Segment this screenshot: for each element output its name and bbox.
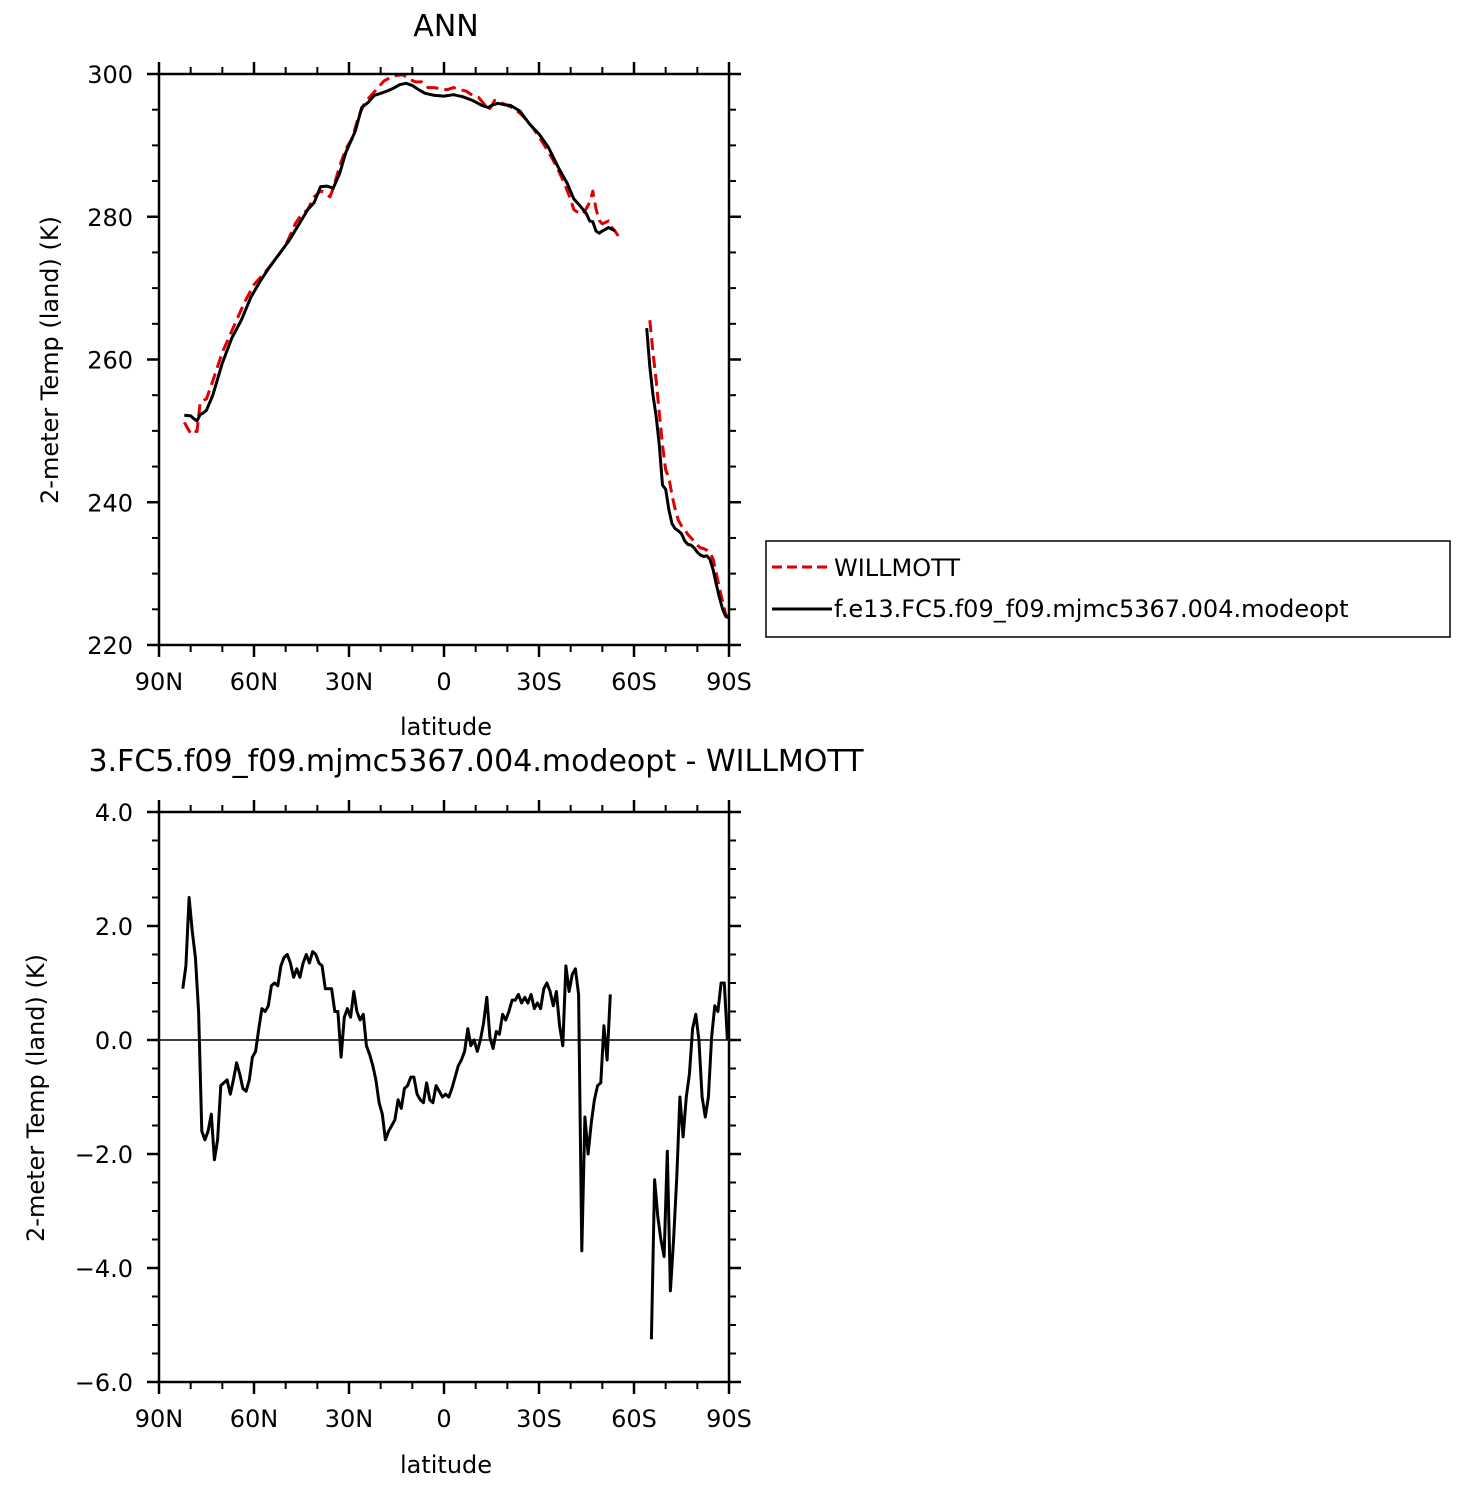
- bottom-panel-x-axis-label: latitude: [400, 1451, 492, 1479]
- legend-label-willmott: WILLMOTT: [834, 554, 960, 582]
- y-tick-label: 300: [87, 61, 133, 89]
- bottom-panel-y-axis-label: 2-meter Temp (land) (K): [22, 954, 50, 1242]
- y-tick-label: 2.0: [95, 913, 133, 941]
- top-panel: ANN 90N 60N 30N 0 30S 60S 90S 220240260280300 …: [36, 9, 752, 741]
- top-panel-series-layer: [182, 73, 730, 620]
- top-panel-x-axis-label: latitude: [400, 713, 492, 741]
- series-difference-segment-1: [181, 896, 612, 1253]
- y-tick-label: 280: [87, 204, 133, 232]
- x-tick-label: 90S: [706, 1405, 752, 1433]
- x-tick-label: 90S: [706, 668, 752, 696]
- x-tick-label: 60N: [230, 668, 279, 696]
- x-tick-label: 30S: [516, 1405, 562, 1433]
- series-f-e13-fc5-f09-f09-mjmc5367-004-modeopt-segment-1: [184, 81, 616, 423]
- legend: WILLMOTT f.e13.FC5.f09_f09.mjmc5367.004.…: [765, 540, 1451, 638]
- legend-box: [765, 540, 1451, 638]
- bottom-panel-series-layer: [181, 896, 729, 1340]
- legend-label-model: f.e13.FC5.f09_f09.mjmc5367.004.modeopt: [834, 595, 1349, 623]
- bottom-panel: 3.FC5.f09_f09.mjmc5367.004.modeopt - WIL…: [22, 744, 864, 1479]
- x-tick-label: 60S: [611, 668, 657, 696]
- y-tick-label: −2.0: [75, 1141, 133, 1169]
- x-tick-label: 0: [436, 1405, 451, 1433]
- y-tick-label: −6.0: [75, 1369, 133, 1397]
- x-tick-label: 90N: [135, 668, 184, 696]
- series-willmott-segment-2: [648, 320, 730, 618]
- y-tick-label: −4.0: [75, 1255, 133, 1283]
- top-panel-frame: [157, 72, 731, 647]
- x-tick-label: 30N: [325, 668, 374, 696]
- x-tick-label: 90N: [135, 1405, 184, 1433]
- bottom-panel-x-ticks: 90N 60N 30N 0 30S 60S 90S: [135, 800, 752, 1433]
- x-tick-label: 30N: [325, 1405, 374, 1433]
- series-difference-segment-2: [649, 981, 729, 1340]
- series-f-e13-fc5-f09-f09-mjmc5367-004-modeopt-segment-2: [645, 327, 730, 620]
- y-tick-label: 220: [87, 632, 133, 660]
- x-tick-label: 60S: [611, 1405, 657, 1433]
- top-panel-title: ANN: [413, 9, 478, 44]
- top-panel-y-ticks: 220 240 260 280 300: [87, 61, 741, 660]
- y-tick-label: 240: [87, 489, 133, 517]
- series-willmott-segment-1: [182, 73, 620, 436]
- bottom-panel-title: 3.FC5.f09_f09.mjmc5367.004.modeopt - WIL…: [88, 744, 864, 779]
- top-panel-y-axis-label: 2-meter Temp (land) (K): [36, 216, 64, 504]
- bottom-panel-y-ticks: −6.0 −4.0 −2.0 0.0 2.0 4.0: [75, 799, 741, 1397]
- y-tick-label: 260: [87, 347, 133, 375]
- top-panel-x-ticks: 90N 60N 30N 0 30S 60S 90S: [135, 62, 752, 696]
- x-tick-label: 30S: [516, 668, 562, 696]
- x-tick-label: 60N: [230, 1405, 279, 1433]
- y-tick-label: 4.0: [95, 799, 133, 827]
- y-tick-label: 0.0: [95, 1027, 133, 1055]
- x-tick-label: 0: [436, 668, 451, 696]
